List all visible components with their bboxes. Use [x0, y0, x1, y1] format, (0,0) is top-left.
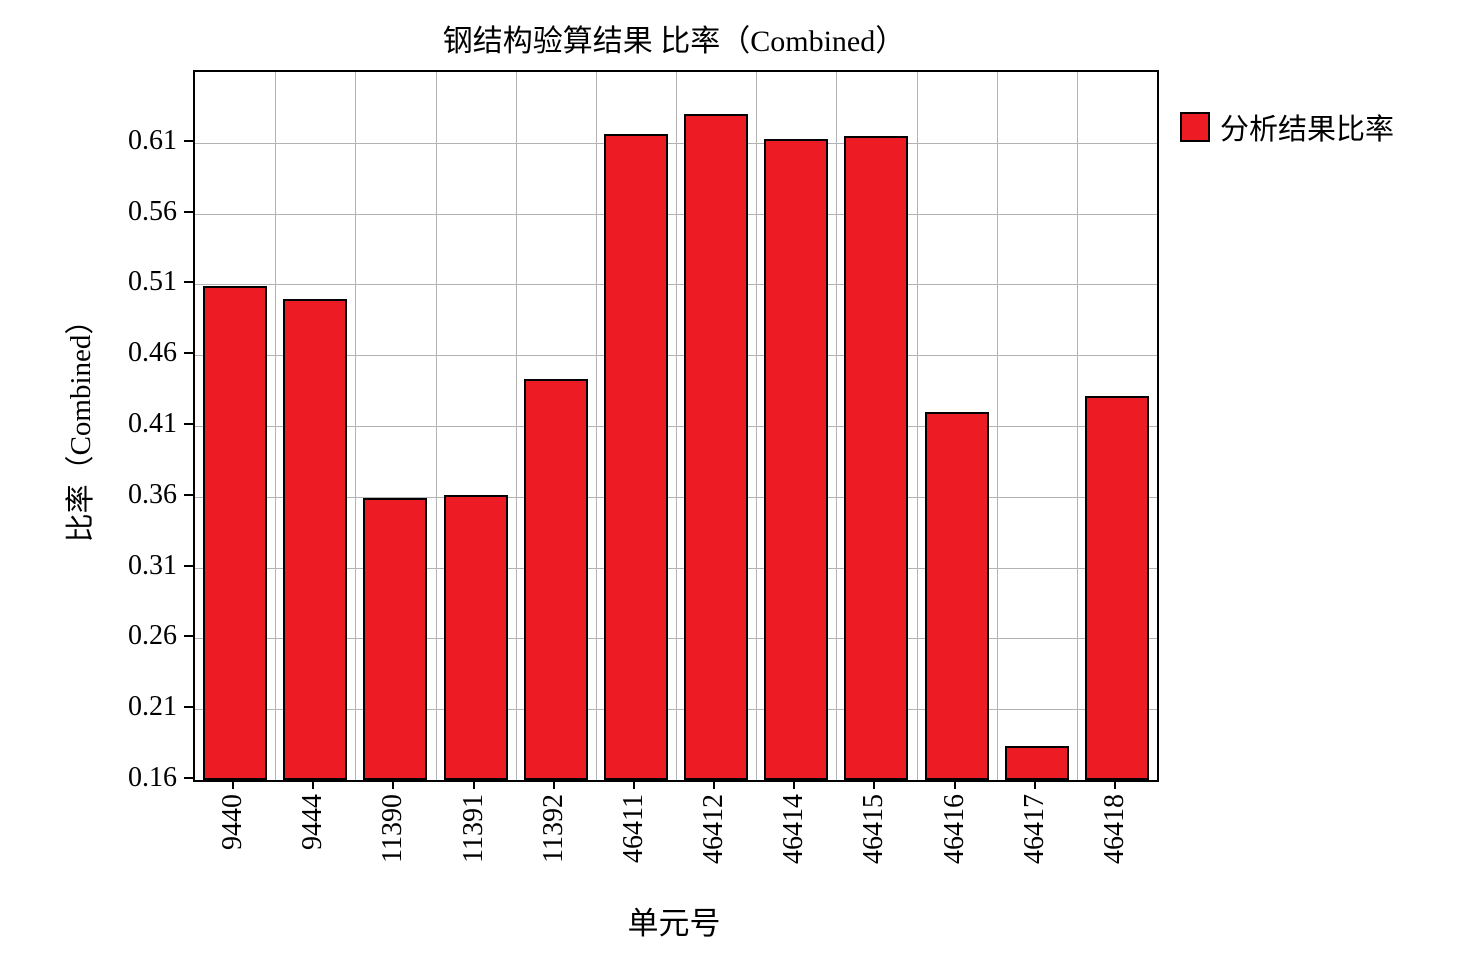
x-tick-label: 9440	[217, 794, 249, 850]
bar	[1004, 746, 1069, 780]
x-tick-label: 9444	[297, 794, 329, 850]
v-gridline	[595, 72, 597, 780]
x-tick-label: 46414	[778, 794, 810, 864]
x-tick-mark	[953, 780, 956, 789]
bar	[443, 495, 508, 780]
bar	[684, 114, 749, 780]
x-tick-label: 46411	[617, 794, 649, 863]
x-axis-label: 单元号	[627, 906, 721, 941]
v-gridline	[1076, 72, 1078, 780]
y-tick-mark	[184, 210, 193, 213]
v-gridline	[836, 72, 838, 780]
y-tick-label: 0.26	[128, 620, 177, 652]
y-tick-mark	[184, 635, 193, 638]
x-tick-mark	[1113, 780, 1116, 789]
y-tick-mark	[184, 352, 193, 355]
y-tick-label: 0.21	[128, 691, 177, 723]
chart-title: 钢结构验算结果 比率（Combined）	[442, 25, 906, 58]
x-tick-mark	[713, 780, 716, 789]
y-tick-label: 0.46	[128, 337, 177, 369]
y-axis-label: 比率（Combined）	[65, 305, 97, 543]
bar	[844, 135, 909, 780]
bar	[523, 379, 588, 780]
x-tick-mark	[1033, 780, 1036, 789]
x-tick-label: 46415	[858, 794, 890, 864]
y-tick-label: 0.61	[128, 124, 177, 156]
x-tick-mark	[873, 780, 876, 789]
x-tick-label: 46418	[1098, 794, 1130, 864]
x-tick-mark	[552, 780, 555, 789]
x-tick-mark	[472, 780, 475, 789]
bar	[1084, 396, 1149, 780]
y-tick-mark	[184, 423, 193, 425]
plot-area	[193, 70, 1159, 782]
bar	[283, 298, 348, 780]
x-tick-label: 46417	[1018, 794, 1050, 864]
v-gridline	[435, 72, 437, 780]
v-gridline	[275, 72, 277, 780]
bar	[203, 285, 268, 780]
bar	[924, 411, 989, 780]
v-gridline	[676, 72, 677, 780]
x-tick-mark	[392, 780, 395, 789]
y-tick-label: 0.56	[128, 195, 177, 227]
y-tick-label: 0.36	[128, 478, 177, 510]
y-tick-mark	[184, 139, 193, 142]
x-tick-mark	[793, 780, 796, 789]
legend: 分析结果比率	[1180, 106, 1394, 148]
bar	[764, 138, 829, 780]
x-tick-mark	[632, 780, 635, 789]
y-tick-mark	[184, 706, 193, 709]
y-tick-label: 0.51	[128, 266, 177, 298]
legend-swatch-icon	[1180, 112, 1210, 142]
x-tick-label: 46412	[698, 794, 730, 864]
y-tick-label: 0.16	[128, 762, 177, 793]
y-tick-mark	[184, 777, 193, 779]
v-gridline	[515, 72, 517, 780]
v-gridline	[756, 72, 758, 780]
y-tick-label: 0.41	[128, 408, 177, 439]
y-tick-label: 0.31	[128, 549, 177, 581]
y-tick-mark	[184, 564, 193, 567]
x-tick-mark	[232, 780, 235, 789]
x-tick-label: 46416	[938, 794, 970, 864]
legend-label: 分析结果比率	[1220, 114, 1395, 146]
v-gridline	[355, 72, 357, 780]
x-tick-label: 11392	[537, 794, 569, 863]
v-gridline	[996, 72, 998, 780]
v-gridline	[916, 72, 918, 780]
y-tick-mark	[184, 493, 193, 496]
bar	[363, 498, 428, 780]
bar	[603, 134, 668, 780]
x-tick-label: 11390	[377, 794, 409, 863]
y-tick-mark	[184, 281, 193, 284]
x-tick-mark	[312, 780, 315, 789]
x-tick-label: 11391	[457, 794, 489, 863]
